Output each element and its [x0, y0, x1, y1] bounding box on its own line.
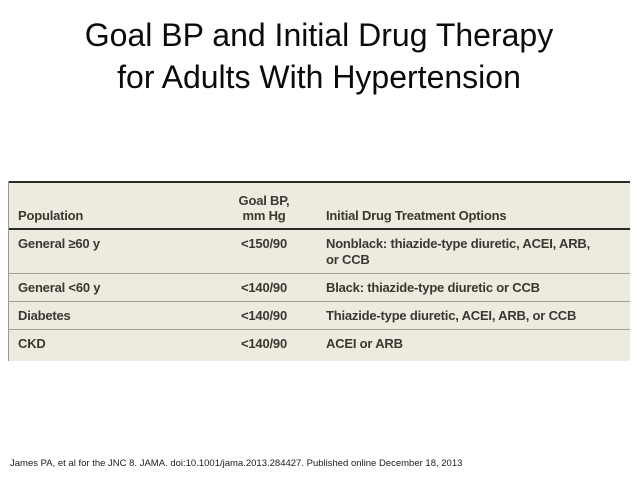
column-header-treatment: Initial Drug Treatment Options [326, 208, 507, 223]
table-header-row: Population Goal BP, mm Hg Initial Drug T… [9, 183, 630, 228]
cell-goal-bp: <150/90 [241, 236, 287, 251]
table-row-general-under-60: General <60 y <140/90 Black: thiazide-ty… [9, 273, 630, 301]
column-header-goal-bp: Goal BP, mm Hg [214, 193, 314, 223]
table-row-ckd: CKD <140/90 ACEI or ARB [9, 329, 630, 357]
table-row-general-60-plus: General ≥60 y <150/90 Nonblack: thiazide… [9, 230, 630, 273]
cell-goal-bp: <140/90 [241, 280, 287, 295]
column-header-goal-bp-line-1: Goal BP, [238, 193, 290, 208]
cell-treatment: Thiazide-type diuretic, ACEI, ARB, or CC… [326, 308, 577, 323]
slide-title-line-2: for Adults With Hypertension [117, 59, 521, 95]
cell-goal-bp: <140/90 [241, 308, 287, 323]
cell-population: CKD [18, 336, 46, 351]
column-header-population: Population [18, 208, 84, 223]
citation-text: James PA, et al for the JNC 8. JAMA. doi… [10, 458, 463, 469]
cell-treatment: Nonblack: thiazide-type diuretic, ACEI, … [326, 236, 590, 267]
table-header-rule [9, 228, 630, 230]
slide-title: Goal BP and Initial Drug Therapy for Adu… [0, 14, 638, 98]
table-top-rule [9, 181, 630, 183]
slide-title-line-1: Goal BP and Initial Drug Therapy [84, 17, 554, 53]
cell-population: Diabetes [18, 308, 71, 323]
cell-treatment: ACEI or ARB [326, 336, 403, 351]
cell-population: General ≥60 y [18, 236, 100, 251]
cell-population: General <60 y [18, 280, 101, 295]
cell-goal-bp: <140/90 [241, 336, 287, 351]
table-body: General ≥60 y <150/90 Nonblack: thiazide… [9, 230, 630, 357]
table-row-diabetes: Diabetes <140/90 Thiazide-type diuretic,… [9, 301, 630, 329]
cell-treatment: Black: thiazide-type diuretic or CCB [326, 280, 540, 295]
column-header-goal-bp-line-2: mm Hg [242, 208, 286, 223]
goal-bp-table: Population Goal BP, mm Hg Initial Drug T… [8, 181, 630, 361]
